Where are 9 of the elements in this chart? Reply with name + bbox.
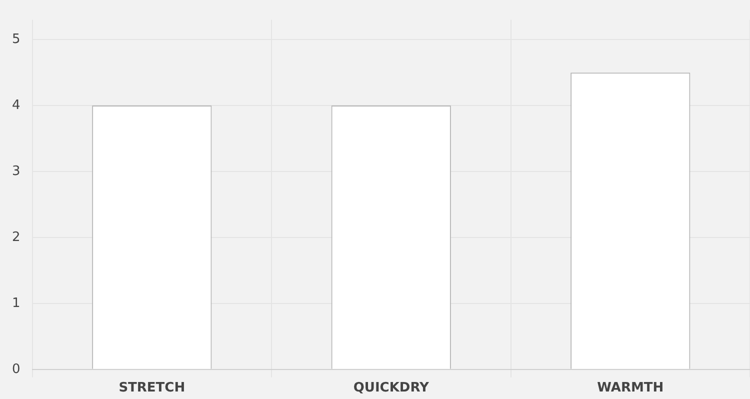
y-tick-label: 5 [12,32,20,47]
y-tick-label: 2 [12,230,20,245]
x-tick-label: STRETCH [118,380,186,396]
y-tick-label: 1 [12,296,20,311]
x-tick-label: WARMTH [597,380,664,396]
y-tick-label: 4 [12,98,20,113]
y-tick-label: 3 [12,164,20,179]
x-tick-label: QUICKDRY [353,380,430,396]
y-tick-label: 0 [12,362,20,377]
